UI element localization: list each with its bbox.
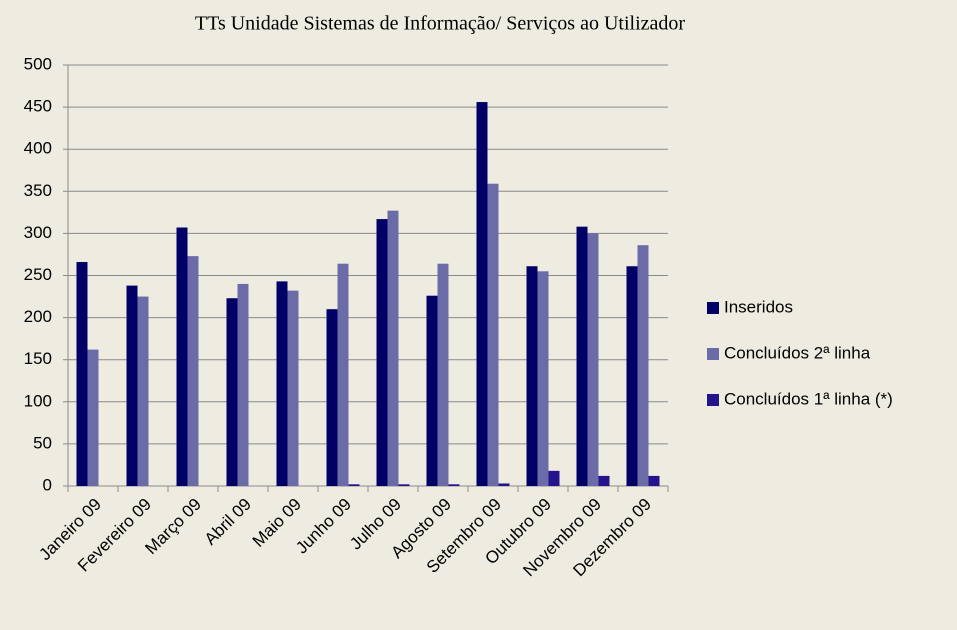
y-tick-label: 300: [24, 223, 52, 242]
bar: [137, 296, 149, 486]
bar: [548, 470, 560, 486]
bar: [598, 475, 610, 486]
legend-swatch: [707, 394, 719, 406]
bar: [326, 309, 338, 486]
bar: [626, 266, 638, 486]
bar: [426, 295, 438, 486]
bar: [448, 484, 460, 486]
y-tick-label: 250: [24, 265, 52, 284]
y-tick-label: 500: [24, 54, 52, 73]
legend-label: Inseridos: [724, 297, 793, 316]
legend-swatch: [707, 302, 719, 314]
x-tick-label: Junho 09: [292, 495, 355, 558]
bar: [187, 256, 199, 486]
y-tick-label: 200: [24, 307, 52, 326]
bar: [337, 263, 349, 486]
bar: [126, 285, 138, 486]
bar: [376, 219, 388, 486]
bar: [237, 283, 249, 486]
chart-title: TTs Unidade Sistemas de Informação/ Serv…: [195, 13, 685, 35]
bar: [637, 245, 649, 486]
bar: [287, 290, 299, 486]
bar: [537, 271, 549, 486]
bar: [587, 233, 599, 486]
bar: [576, 226, 588, 486]
bar: [176, 227, 188, 487]
y-tick-label: 350: [24, 181, 52, 200]
legend-label: Concluídos 1ª linha (*): [724, 389, 893, 408]
bar: [348, 484, 360, 486]
y-tick-label: 0: [43, 475, 52, 494]
y-tick-label: 150: [24, 349, 52, 368]
bar: [526, 266, 538, 486]
bar: [476, 102, 488, 486]
bar: [398, 484, 410, 486]
y-tick-label: 450: [24, 97, 52, 116]
bar: [87, 349, 99, 486]
bar: [648, 475, 660, 486]
y-tick-label: 100: [24, 391, 52, 410]
bar: [487, 183, 499, 487]
x-tick-label: Abril 09: [201, 495, 255, 549]
legend-swatch: [707, 348, 719, 360]
y-tick-label: 50: [33, 433, 52, 452]
y-tick-label: 400: [24, 139, 52, 158]
legend-label: Concluídos 2ª linha: [724, 343, 871, 362]
bar: [226, 298, 238, 486]
bar: [76, 262, 88, 486]
bar: [498, 483, 510, 486]
bar: [276, 281, 288, 486]
bar: [437, 263, 449, 486]
bar: [387, 210, 399, 486]
